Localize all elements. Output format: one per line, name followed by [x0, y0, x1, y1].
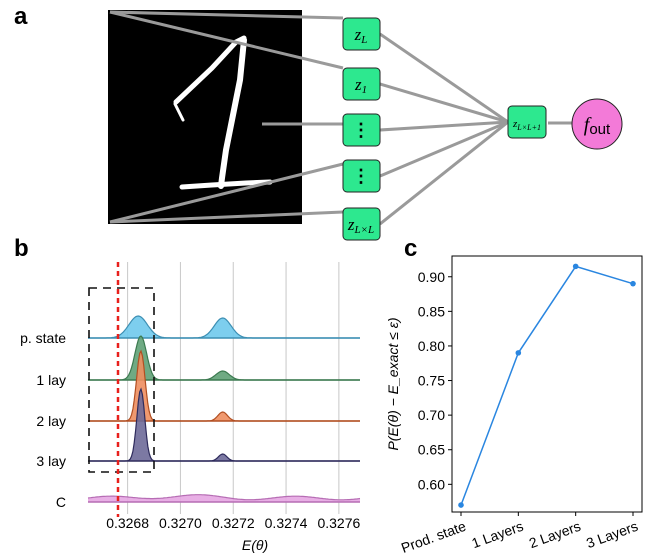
hidden-node: zL×L+1 [507, 105, 547, 139]
y-tick-label: 0.60 [418, 476, 445, 492]
edge-to-hidden [379, 82, 509, 124]
ridge-area [88, 351, 360, 421]
ridge-area [88, 316, 360, 338]
input-node: z1 [342, 67, 381, 101]
hidden-node-main: z [512, 118, 518, 130]
input-node-label: z1 [354, 75, 367, 96]
digit-stroke [173, 35, 273, 190]
y-tick-label: 0.75 [418, 373, 445, 389]
data-point [630, 280, 636, 287]
edge-to-hidden [379, 120, 509, 132]
y-tick-label: 0.70 [418, 407, 445, 423]
input-nodes: zL z1 ⋮ ⋮ zL×L [342, 17, 381, 241]
ridge-outline [88, 387, 360, 462]
ridge-label: C [56, 494, 66, 510]
panel-c-ticks: 0.60 0.65 0.70 0.75 0.80 0.85 0.90 Prod. state 1… [399, 269, 640, 556]
x-tick-label: Prod. state [399, 518, 468, 556]
hidden-node-sub: L×L+1 [516, 123, 541, 132]
panel-c-series [458, 263, 636, 508]
panel-b-label: b [14, 235, 29, 262]
series-line [460, 265, 634, 506]
plot-frame [451, 255, 643, 513]
panel-a: a zL z1 ⋮ ⋮ zL×L zL×L+1 fout [14, 3, 623, 241]
ridge-label: 3 lay [36, 453, 66, 469]
x-tick-label: 2 Layers [527, 518, 583, 551]
edge-to-hidden [379, 120, 509, 226]
panel-b-ridges [87, 315, 361, 503]
panel-b-x-ticks: 0.3268 0.3270 0.3272 0.3274 0.3276 [106, 515, 360, 531]
x-tick-label: 3 Layers [584, 518, 640, 551]
x-tick-label: 0.3274 [265, 515, 308, 531]
digit-image [108, 10, 302, 224]
input-node: zL [342, 17, 381, 51]
panel-b-xlabel: E(θ) [242, 537, 268, 553]
input-node: zL×L [342, 207, 381, 241]
y-tick-label: 0.80 [418, 338, 445, 354]
input-node: ⋮ [342, 159, 381, 193]
panel-b-row-labels: p. state 1 lay 2 lay 3 lay C [20, 330, 66, 510]
input-node-label: ⋮ [352, 120, 370, 140]
input-node-label: zL×L [347, 215, 374, 236]
panel-c-ylabel: P(E(θ) − E_exact ≤ ε) [385, 317, 401, 450]
x-tick-label: 0.3272 [212, 515, 255, 531]
x-tick-label: 0.3276 [317, 515, 360, 531]
output-node-sub: out [589, 121, 611, 138]
y-tick-label: 0.90 [418, 269, 445, 285]
svg-text:zL×L+1: zL×L+1 [512, 118, 541, 132]
input-node: ⋮ [342, 113, 381, 147]
ridge-outline [87, 494, 361, 501]
output-node-main: f [584, 114, 592, 136]
panel-c: c 0.60 0.65 0.70 0.75 0.80 0.85 0.90 Prod. stat… [385, 235, 643, 556]
x-tick-label: 1 Layers [469, 518, 525, 551]
input-node-label: zL [354, 25, 368, 46]
panel-c-label: c [404, 235, 417, 262]
zoom-box [88, 287, 155, 473]
hidden-edges [379, 32, 509, 226]
edge-to-hidden [379, 120, 509, 178]
data-point [572, 263, 579, 270]
panel-a-label: a [14, 3, 28, 30]
svg-text:fout: fout [584, 114, 611, 138]
ridge-label: 2 lay [36, 413, 66, 429]
input-node-label: ⋮ [352, 166, 370, 186]
y-tick-label: 0.85 [418, 303, 445, 319]
panel-b-grid [127, 262, 340, 514]
edge-to-hidden [379, 32, 509, 124]
output-node: fout [571, 98, 623, 150]
data-point [515, 350, 522, 356]
x-tick-label: 0.3270 [159, 515, 202, 531]
input-edges [109, 10, 344, 224]
y-tick-label: 0.65 [418, 442, 445, 458]
ridge-label: 1 lay [36, 372, 66, 388]
data-point [458, 502, 464, 508]
x-tick-label: 0.3268 [106, 515, 149, 531]
ridge-outline [88, 349, 360, 422]
ridge-label: p. state [20, 330, 66, 346]
ridge-area [88, 389, 360, 461]
